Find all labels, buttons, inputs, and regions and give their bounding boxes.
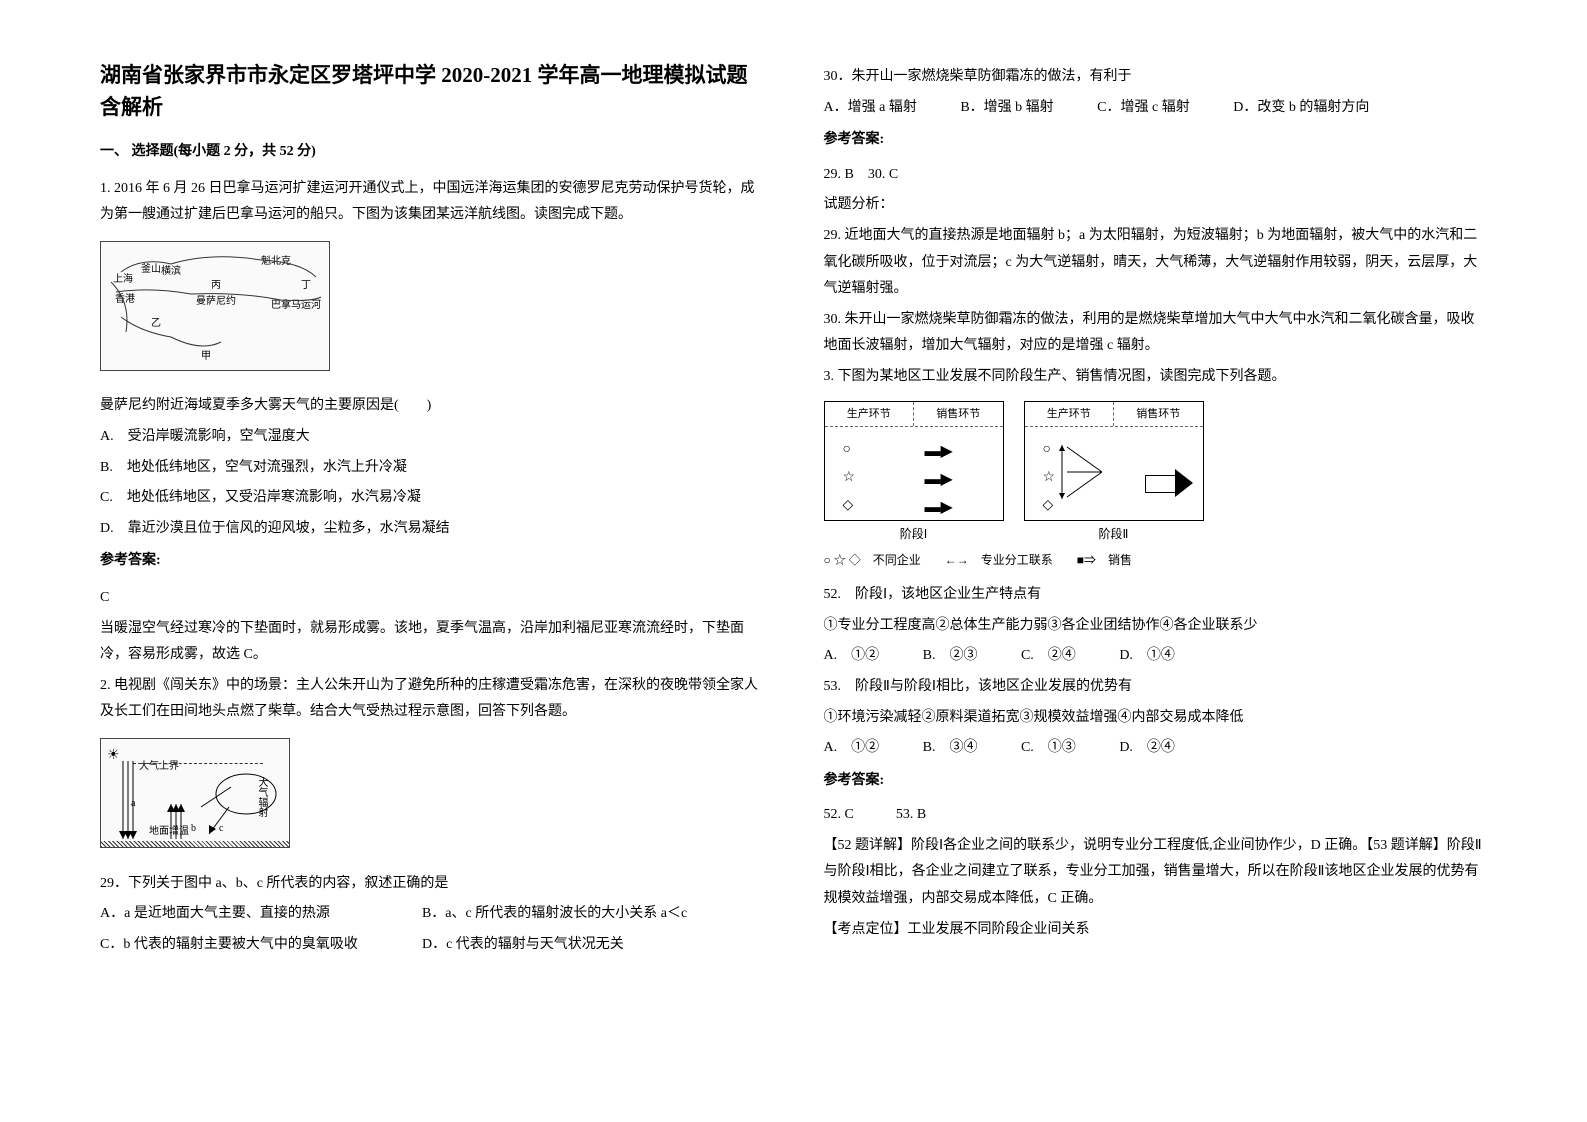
q52-opts: A. ①② B. ②③ C. ②④ D. ①④ xyxy=(824,643,1488,670)
s1-arr3: ▬▶ xyxy=(925,493,953,523)
q3-ans: 52. C 53. B xyxy=(824,802,1488,829)
q1-opt-d: D. 靠近沙漠且位于信风的迎风坡，尘粒多，水汽易凝结 xyxy=(100,516,764,543)
map-svg xyxy=(101,242,331,372)
q2-diagram: ☀ 大气上界 a 大气辐射 b c 地面增温 xyxy=(100,738,290,848)
q1-exp: 当暖湿空气经过寒冷的下垫面时，就易形成雾。该地，夏季气温高，沿岸加利福尼亚寒流流… xyxy=(100,616,764,669)
stage1-label: 阶段Ⅰ xyxy=(824,523,1004,546)
q3-point: 【考点定位】工业发展不同阶段企业间关系 xyxy=(824,917,1488,944)
q30-c: C．增强 c 辐射 xyxy=(1097,95,1190,122)
rad-svg xyxy=(101,739,291,849)
q1-ask: 曼萨尼约附近海域夏季多大雾天气的主要原因是( ) xyxy=(100,393,764,420)
q2-exp30: 30. 朱开山一家燃烧柴草防御霜冻的做法，利用的是燃烧柴草增加大气中大气中水汽和… xyxy=(824,307,1488,360)
q52-d: D. ①④ xyxy=(1119,643,1175,670)
q30-opts: A．增强 a 辐射 B．增强 b 辐射 C．增强 c 辐射 D．改变 b 的辐射… xyxy=(824,95,1488,122)
q53-items: ①环境污染减轻②原料渠道拓宽③规模效益增强④内部交易成本降低 xyxy=(824,705,1488,732)
s1-star: ☆ xyxy=(843,465,856,492)
q1-ans-head: 参考答案: xyxy=(100,548,764,575)
s2-links xyxy=(1057,427,1137,517)
q52-a: A. ①② xyxy=(824,643,880,670)
stage-diagrams: 生产环节 销售环节 ○ ☆ ◇ ▬▶ ▬▶ ▬▶ 阶段Ⅰ 生产环节 销售环节 xyxy=(824,401,1488,546)
s2-sale: 销售环节 xyxy=(1114,402,1203,427)
q3-stem: 3. 下图为某地区工业发展不同阶段生产、销售情况图，读图完成下列各题。 xyxy=(824,364,1488,391)
q3-exp: 【52 题详解】阶段Ⅰ各企业之间的联系少，说明专业分工程度低,企业间协作少，D … xyxy=(824,833,1488,913)
stage-legend: ○ ☆ ◇ 不同企业 ←→ 专业分工联系 ■⇒ 销售 xyxy=(824,549,1488,572)
q30-b: B．增强 b 辐射 xyxy=(960,95,1053,122)
q29-text: 29．下列关于图中 a、b、c 所代表的内容，叙述正确的是 xyxy=(100,871,764,898)
q29-d: D．c 代表的辐射与天气状况无关 xyxy=(422,932,624,959)
q53-opts: A. ①② B. ③④ C. ①③ D. ②④ xyxy=(824,735,1488,762)
q2-exp-head: 试题分析： xyxy=(824,192,1488,219)
s1-circle: ○ xyxy=(843,437,851,464)
q29-opts-row1: A．a 是近地面大气主要、直接的热源 B．a、c 所代表的辐射波长的大小关系 a… xyxy=(100,901,764,928)
q53-text: 53. 阶段Ⅱ与阶段Ⅰ相比，该地区企业发展的优势有 xyxy=(824,674,1488,701)
q53-d: D. ②④ xyxy=(1119,735,1175,762)
q1-stem: 1. 2016 年 6 月 26 日巴拿马运河扩建运河开通仪式上，中国远洋海运集… xyxy=(100,176,764,229)
section-1-head: 一、 选择题(每小题 2 分，共 52 分) xyxy=(100,139,764,166)
q1-opt-b: B. 地处低纬地区，空气对流强烈，水汽上升冷凝 xyxy=(100,455,764,482)
q30-text: 30．朱开山一家燃烧柴草防御霜冻的做法，有利于 xyxy=(824,64,1488,91)
q29-opts-row2: C．b 代表的辐射主要被大气中的臭氧吸收 D．c 代表的辐射与天气状况无关 xyxy=(100,932,764,959)
stage1-wrap: 生产环节 销售环节 ○ ☆ ◇ ▬▶ ▬▶ ▬▶ 阶段Ⅰ xyxy=(824,401,1004,546)
q52-items: ①专业分工程度高②总体生产能力弱③各企业团结协作④各企业联系少 xyxy=(824,613,1488,640)
q2-ans: 29. B 30. C xyxy=(824,162,1488,189)
q30-a: A．增强 a 辐射 xyxy=(824,95,917,122)
right-column: 30．朱开山一家燃烧柴草防御霜冻的做法，有利于 A．增强 a 辐射 B．增强 b… xyxy=(824,60,1488,1062)
s1-prod: 生产环节 xyxy=(825,402,915,427)
q53-a: A. ①② xyxy=(824,735,880,762)
left-column: 湖南省张家界市市永定区罗塔坪中学 2020-2021 学年高一地理模拟试题含解析… xyxy=(100,60,764,1062)
q53-b: B. ③④ xyxy=(923,735,978,762)
s1-arr1: ▬▶ xyxy=(925,437,953,467)
stage2-box: 生产环节 销售环节 ○ ☆ ◇ xyxy=(1024,401,1204,521)
s1-diamond: ◇ xyxy=(843,493,854,520)
q2-exp29: 29. 近地面大气的直接热源是地面辐射 b；a 为太阳辐射，为短波辐射；b 为地… xyxy=(824,223,1488,303)
s1-arr2: ▬▶ xyxy=(925,465,953,495)
s2-star: ☆ xyxy=(1043,465,1056,492)
q1-ans: C xyxy=(100,585,764,612)
s2-circle: ○ xyxy=(1043,437,1051,464)
stage2-label: 阶段Ⅱ xyxy=(1024,523,1204,546)
s2-diamond: ◇ xyxy=(1043,493,1054,520)
q52-b: B. ②③ xyxy=(923,643,978,670)
q2-ans-head: 参考答案: xyxy=(824,127,1488,154)
s2-prod: 生产环节 xyxy=(1025,402,1115,427)
stage1-box: 生产环节 销售环节 ○ ☆ ◇ ▬▶ ▬▶ ▬▶ xyxy=(824,401,1004,521)
doc-title: 湖南省张家界市市永定区罗塔坪中学 2020-2021 学年高一地理模拟试题含解析 xyxy=(100,60,764,123)
q3-ans-head: 参考答案: xyxy=(824,768,1488,795)
s2-big-arrow xyxy=(1145,471,1195,495)
q29-c: C．b 代表的辐射主要被大气中的臭氧吸收 xyxy=(100,932,418,959)
q29-b: B．a、c 所代表的辐射波长的大小关系 a＜c xyxy=(422,901,687,928)
q52-text: 52. 阶段Ⅰ，该地区企业生产特点有 xyxy=(824,582,1488,609)
q30-d: D．改变 b 的辐射方向 xyxy=(1233,95,1369,122)
s1-sale: 销售环节 xyxy=(914,402,1003,427)
q52-c: C. ②④ xyxy=(1021,643,1076,670)
stage2-wrap: 生产环节 销售环节 ○ ☆ ◇ xyxy=(1024,401,1204,546)
q1-map: 釜山 横滨 上海 魁北克 香港 曼萨尼约 巴拿马运河 丙 丁 乙 甲 xyxy=(100,241,330,371)
q53-c: C. ①③ xyxy=(1021,735,1076,762)
q1-opt-a: A. 受沿岸暖流影响，空气湿度大 xyxy=(100,424,764,451)
q2-stem: 2. 电视剧《闯关东》中的场景：主人公朱开山为了避免所种的庄稼遭受霜冻危害，在深… xyxy=(100,673,764,726)
q29-a: A．a 是近地面大气主要、直接的热源 xyxy=(100,901,418,928)
q1-opt-c: C. 地处低纬地区，又受沿岸寒流影响，水汽易冷凝 xyxy=(100,485,764,512)
